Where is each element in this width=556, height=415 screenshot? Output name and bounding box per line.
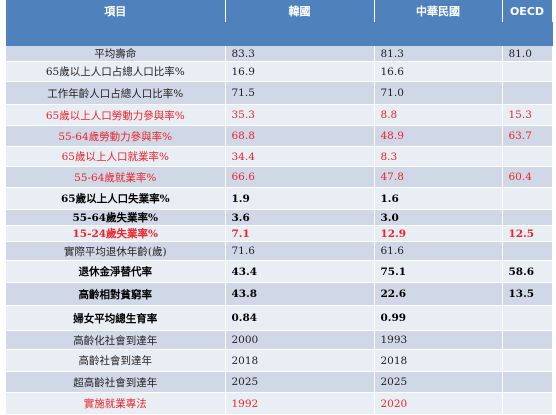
oecd-value-cell: 63.7 xyxy=(502,125,553,147)
table-row: 實際平均退休年齡(歲) 71.6 61.6 xyxy=(6,241,553,261)
korea-value-cell: 1992 xyxy=(225,392,375,415)
roc-value-cell: 3.0 xyxy=(374,209,503,226)
oecd-value-cell xyxy=(502,209,553,226)
row-label-cell: 65歲以上人口占總人口比率% xyxy=(6,61,226,82)
roc-value-cell: 71.0 xyxy=(374,81,503,105)
oecd-value-cell xyxy=(502,241,553,261)
korea-value-cell: 2018 xyxy=(225,349,375,372)
row-label-cell: 實施就業專法 xyxy=(6,392,226,415)
row-label-cell: 工作年齡人口占總人口比率% xyxy=(6,81,226,105)
roc-value-cell: 8.3 xyxy=(374,146,503,167)
korea-value-cell: 35.3 xyxy=(225,104,375,126)
roc-value-cell: 2018 xyxy=(374,349,503,372)
oecd-value-cell: 60.4 xyxy=(502,166,553,188)
roc-value-cell: 61.6 xyxy=(374,241,503,261)
korea-value-cell: 83.3 xyxy=(225,34,375,62)
header-row: 項目 韓國 中華民國 OECD xyxy=(6,0,553,46)
korea-value-cell: 71.6 xyxy=(225,241,375,261)
row-label-cell: 實際平均退休年齡(歲) xyxy=(6,241,226,261)
roc-value-cell: 47.8 xyxy=(374,166,503,188)
row-label-cell: 55-64歲勞動力參與率% xyxy=(6,125,226,147)
header-roc: 中華民國 xyxy=(374,0,503,46)
oecd-value-cell: 81.0 xyxy=(502,34,553,62)
roc-value-cell: 8.8 xyxy=(374,104,503,126)
oecd-value-cell: 58.6 xyxy=(502,260,553,283)
roc-value-cell: 1.6 xyxy=(374,187,503,210)
row-label-cell: 高齡相對貧窮率 xyxy=(6,282,226,306)
table-row: 實施就業專法 1992 2020 xyxy=(6,392,553,415)
row-label-cell: 55-64歲失業率% xyxy=(6,209,226,226)
korea-value-cell: 68.8 xyxy=(225,125,375,147)
korea-value-cell: 71.5 xyxy=(225,81,375,105)
table-row: 高齡相對貧窮率 43.8 22.6 13.5 xyxy=(6,282,553,306)
table-row: 65歲以上人口占總人口比率% 16.9 16.6 xyxy=(6,61,553,82)
oecd-value-cell xyxy=(502,371,553,393)
table-row: 平均壽命 83.3 81.3 81.0 xyxy=(6,34,553,62)
table-row: 65歲以上人口就業率% 34.4 8.3 xyxy=(6,146,553,167)
oecd-value-cell xyxy=(502,81,553,105)
oecd-value-cell xyxy=(502,330,553,350)
oecd-value-cell: 12.5 xyxy=(502,225,553,242)
oecd-value-cell xyxy=(502,146,553,167)
oecd-value-cell xyxy=(502,61,553,82)
korea-value-cell: 2000 xyxy=(225,330,375,350)
row-label-cell: 平均壽命 xyxy=(6,34,226,62)
korea-value-cell: 3.6 xyxy=(225,209,375,226)
row-label-cell: 55-64歲就業率% xyxy=(6,166,226,188)
row-label-cell: 65歲以上人口失業率% xyxy=(6,187,226,210)
table-row: 55-64歲失業率% 3.6 3.0 xyxy=(6,209,553,226)
table-row: 高齡化社會到達年 2000 1993 xyxy=(6,330,553,350)
roc-value-cell: 0.99 xyxy=(374,305,503,331)
roc-value-cell: 1993 xyxy=(374,330,503,350)
roc-value-cell: 12.9 xyxy=(374,225,503,242)
table-row: 55-64歲勞動力參與率% 68.8 48.9 63.7 xyxy=(6,125,553,147)
header-oecd: OECD xyxy=(502,0,553,46)
korea-value-cell: 66.6 xyxy=(225,166,375,188)
oecd-value-cell xyxy=(502,187,553,210)
table-row: 超高齡社會到達年 2025 2025 xyxy=(6,371,553,393)
row-label-cell: 65歲以上人口勞動力參與率% xyxy=(6,104,226,126)
row-label-cell: 超高齡社會到達年 xyxy=(6,371,226,393)
row-label-cell: 退休金淨替代率 xyxy=(6,260,226,283)
roc-value-cell: 16.6 xyxy=(374,61,503,82)
header-korea: 韓國 xyxy=(225,0,375,46)
oecd-value-cell xyxy=(502,349,553,372)
table-row: 65歲以上人口失業率% 1.9 1.6 xyxy=(6,187,553,210)
korea-value-cell: 2025 xyxy=(225,371,375,393)
row-label-cell: 婦女平均總生育率 xyxy=(6,305,226,331)
korea-value-cell: 0.84 xyxy=(225,305,375,331)
table-row: 15-24歲失業率% 7.1 12.9 12.5 xyxy=(6,225,553,242)
table-row: 婦女平均總生育率 0.84 0.99 xyxy=(6,305,553,331)
row-label-cell: 15-24歲失業率% xyxy=(6,225,226,242)
korea-value-cell: 43.8 xyxy=(225,282,375,306)
table-body: 平均壽命 83.3 81.3 81.0 65歲以上人口占總人口比率% 16.9 16.6 工作… xyxy=(6,34,553,415)
row-label-cell: 65歲以上人口就業率% xyxy=(6,146,226,167)
comparison-table: 項目 韓國 中華民國 OECD 平均壽命 83.3 81.3 81.0 65歲以上人口占… xyxy=(6,0,553,415)
oecd-value-cell: 13.5 xyxy=(502,282,553,306)
table-row: 退休金淨替代率 43.4 75.1 58.6 xyxy=(6,260,553,283)
table-row: 55-64歲就業率% 66.6 47.8 60.4 xyxy=(6,166,553,188)
roc-value-cell: 22.6 xyxy=(374,282,503,306)
korea-value-cell: 7.1 xyxy=(225,225,375,242)
table-row: 65歲以上人口勞動力參與率% 35.3 8.8 15.3 xyxy=(6,104,553,126)
table-row: 工作年齡人口占總人口比率% 71.5 71.0 xyxy=(6,81,553,105)
oecd-value-cell xyxy=(502,392,553,415)
roc-value-cell: 2020 xyxy=(374,392,503,415)
row-label-cell: 高齡社會到達年 xyxy=(6,349,226,372)
roc-value-cell: 75.1 xyxy=(374,260,503,283)
roc-value-cell: 81.3 xyxy=(374,34,503,62)
korea-value-cell: 16.9 xyxy=(225,61,375,82)
korea-value-cell: 1.9 xyxy=(225,187,375,210)
korea-value-cell: 43.4 xyxy=(225,260,375,283)
oecd-value-cell xyxy=(502,305,553,331)
header-item: 項目 xyxy=(6,0,226,46)
roc-value-cell: 48.9 xyxy=(374,125,503,147)
table-row: 高齡社會到達年 2018 2018 xyxy=(6,349,553,372)
korea-value-cell: 34.4 xyxy=(225,146,375,167)
oecd-value-cell: 15.3 xyxy=(502,104,553,126)
roc-value-cell: 2025 xyxy=(374,371,503,393)
row-label-cell: 高齡化社會到達年 xyxy=(6,330,226,350)
